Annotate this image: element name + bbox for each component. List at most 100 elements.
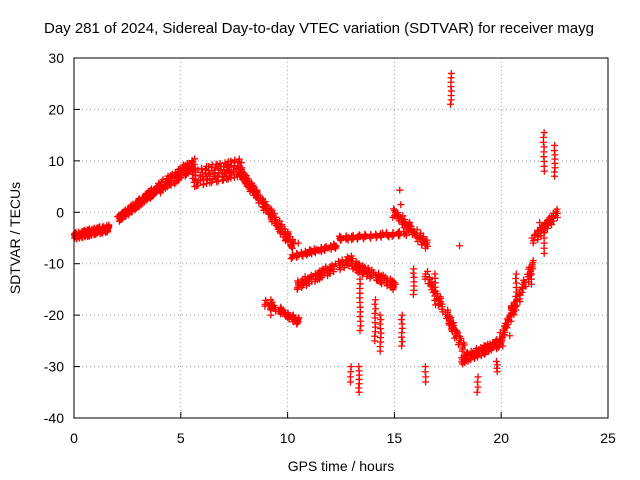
x-tick-label: 25: [600, 430, 616, 446]
data-point: [297, 248, 305, 256]
data-point: [553, 205, 561, 213]
data-point: [425, 273, 433, 281]
data-point: [395, 228, 403, 236]
data-point: [371, 296, 379, 304]
data-point: [375, 269, 383, 277]
data-point: [289, 312, 297, 320]
data-point: [335, 257, 343, 265]
data-point: [301, 273, 309, 281]
data-point: [474, 373, 482, 381]
data-point: [261, 198, 269, 206]
data-point: [452, 327, 460, 335]
data-point: [370, 268, 378, 276]
data-point: [397, 316, 405, 324]
data-point: [456, 242, 464, 250]
y-tick-label: -10: [44, 256, 64, 272]
data-point: [71, 229, 79, 237]
data-point: [361, 230, 369, 238]
grid: [73, 57, 609, 419]
data-point: [356, 327, 364, 335]
data-point: [492, 337, 500, 345]
data-point: [431, 288, 439, 296]
data-point: [447, 100, 455, 108]
data-point: [249, 182, 257, 190]
data-point: [473, 388, 481, 396]
data-point: [244, 175, 252, 183]
data-point: [371, 309, 379, 317]
data-point: [398, 311, 406, 319]
data-point: [398, 320, 406, 328]
data-point: [263, 202, 271, 210]
data-point: [450, 319, 458, 327]
data-point: [540, 229, 548, 237]
x-tick-label: 15: [387, 430, 403, 446]
data-point: [267, 296, 275, 304]
data-point: [530, 231, 538, 239]
data-point: [381, 273, 389, 281]
data-point: [383, 229, 391, 237]
data-point: [461, 352, 469, 360]
data-point: [235, 155, 243, 163]
data-point: [536, 219, 544, 227]
data-point: [448, 320, 456, 328]
data-point: [238, 167, 246, 175]
data-point: [397, 201, 405, 209]
data-point: [194, 166, 202, 174]
data-marks: [70, 69, 561, 396]
data-point: [446, 312, 454, 320]
data-point: [267, 205, 275, 213]
data-point: [253, 186, 261, 194]
data-point: [396, 186, 404, 194]
data-point: [355, 363, 363, 371]
data-point: [279, 306, 287, 314]
chart-title: Day 281 of 2024, Sidereal Day-to-day VTE…: [44, 20, 594, 37]
data-point: [330, 240, 338, 248]
data-point: [398, 338, 406, 346]
data-point: [407, 222, 415, 230]
data-point: [336, 232, 344, 240]
data-point: [512, 270, 520, 278]
data-point: [451, 325, 459, 333]
y-tick-label: 30: [48, 50, 64, 66]
data-point: [359, 262, 367, 270]
x-tick-label: 10: [280, 430, 296, 446]
y-tick-label: 20: [48, 101, 64, 117]
x-axis-label: GPS time / hours: [288, 458, 395, 474]
data-point: [394, 209, 402, 217]
data-point: [220, 162, 228, 170]
data-point: [413, 226, 421, 234]
data-point: [506, 332, 514, 340]
tick-labels: 0 5 10 15 20 25 -40 -30 -20 -10 0 10 20 30: [44, 50, 616, 446]
y-axis-label: SDTVAR / TECUs: [7, 182, 23, 294]
data-point: [347, 363, 355, 371]
data-point: [295, 314, 303, 322]
data-point: [343, 253, 351, 261]
data-point: [460, 339, 468, 347]
data-point: [196, 177, 204, 185]
data-point: [529, 257, 537, 265]
data-point: [551, 141, 559, 149]
data-point: [527, 265, 535, 273]
y-tick-label: -20: [44, 307, 64, 323]
data-point: [349, 231, 357, 239]
data-point: [377, 316, 385, 324]
data-point: [306, 246, 314, 254]
data-point: [376, 320, 384, 328]
data-point: [243, 176, 251, 184]
data-point: [231, 156, 239, 164]
data-point: [371, 300, 379, 308]
data-point: [255, 191, 263, 199]
data-point: [270, 210, 278, 218]
data-point: [289, 235, 297, 243]
data-point: [310, 245, 318, 253]
y-tick-label: 0: [56, 204, 64, 220]
data-point: [431, 270, 439, 278]
data-point: [447, 69, 455, 77]
data-point: [444, 306, 452, 314]
data-point: [227, 158, 235, 166]
data-point: [316, 275, 324, 283]
data-point: [519, 276, 527, 284]
data-point: [272, 213, 280, 221]
data-point: [105, 221, 113, 229]
data-point: [356, 275, 364, 283]
